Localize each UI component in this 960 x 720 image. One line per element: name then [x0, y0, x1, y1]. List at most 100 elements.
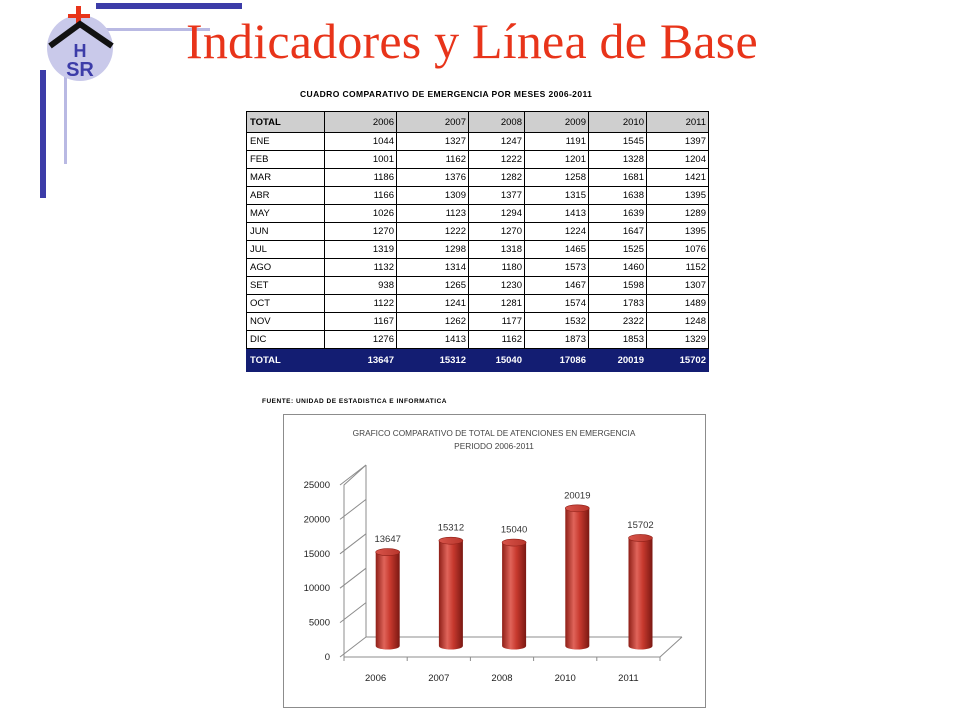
data-label-2010: 20019: [564, 490, 590, 501]
bar-2011: [628, 537, 653, 650]
y-tick-label: 5000: [309, 618, 330, 629]
value-cell: 15702: [646, 348, 709, 372]
value-cell: 1270: [468, 222, 525, 241]
value-cell: 1248: [646, 312, 709, 331]
y-tick-label: 10000: [304, 583, 330, 594]
frame-line-horizontal-light: [100, 28, 210, 31]
table-title: CUADRO COMPARATIVO DE EMERGENCIA POR MES…: [300, 89, 593, 99]
row-label-cell: JUN: [246, 222, 325, 241]
frame-line-vertical: [40, 70, 46, 198]
value-cell: 1532: [524, 312, 589, 331]
value-cell: 1262: [396, 312, 469, 331]
value-cell: 1204: [646, 150, 709, 169]
value-cell: 1489: [646, 294, 709, 313]
value-cell: 1467: [524, 276, 589, 295]
y-tick-label: 15000: [304, 549, 330, 560]
value-cell: 1329: [646, 330, 709, 349]
value-cell: 2322: [588, 312, 647, 331]
value-cell: 1224: [524, 222, 589, 241]
value-cell: 1132: [324, 258, 397, 277]
bar-2010: [565, 508, 590, 650]
row-label-cell: ABR: [246, 186, 325, 205]
value-cell: 1265: [396, 276, 469, 295]
x-tick-label: 2011: [618, 673, 638, 684]
row-label-cell: SET: [246, 276, 325, 295]
value-cell: 1162: [396, 150, 469, 169]
value-cell: 1314: [396, 258, 469, 277]
row-label-cell: MAY: [246, 204, 325, 223]
row-label-cell: DIC: [246, 330, 325, 349]
table-row: FEB 1001 1162 1222 1201 1328 1204: [246, 150, 709, 169]
bar-2007: [438, 540, 463, 650]
value-cell: 1166: [324, 186, 397, 205]
value-cell: 1298: [396, 240, 469, 259]
value-cell: 1315: [524, 186, 589, 205]
table-row: MAY 1026 1123 1294 1413 1639 1289: [246, 204, 709, 223]
table-row: JUN 1270 1222 1270 1224 1647 1395: [246, 222, 709, 241]
y-tick-mark: [339, 636, 367, 658]
row-label-cell: ENE: [246, 132, 325, 151]
value-cell: 1001: [324, 150, 397, 169]
value-cell: 1377: [468, 186, 525, 205]
value-cell: 1247: [468, 132, 525, 151]
bar-top-2011: [628, 534, 653, 542]
value-cell: 1282: [468, 168, 525, 187]
bar-top-2006: [375, 548, 400, 556]
value-cell: 15312: [396, 348, 469, 372]
value-cell: 1309: [396, 186, 469, 205]
value-cell: 1681: [588, 168, 647, 187]
value-cell: 1122: [324, 294, 397, 313]
chart-title: GRAFICO COMPARATIVO DE TOTAL DE ATENCION…: [353, 428, 636, 438]
value-cell: 1574: [524, 294, 589, 313]
table-row: ABR 1166 1309 1377 1315 1638 1395: [246, 186, 709, 205]
value-cell: 2010: [588, 111, 647, 133]
table-row: JUL 1319 1298 1318 1465 1525 1076: [246, 240, 709, 259]
row-label-cell: TOTAL: [246, 111, 325, 133]
value-cell: 1180: [468, 258, 525, 277]
value-cell: 2006: [324, 111, 397, 133]
table-row: OCT 1122 1241 1281 1574 1783 1489: [246, 294, 709, 313]
x-tick-label: 2010: [555, 673, 576, 684]
svg-text:H: H: [74, 41, 87, 61]
y-tick-label: 25000: [304, 480, 330, 491]
value-cell: 1639: [588, 204, 647, 223]
data-label-2011: 15702: [627, 520, 653, 531]
table-row: NOV 1167 1262 1177 1532 2322 1248: [246, 312, 709, 331]
row-label-cell: FEB: [246, 150, 325, 169]
value-cell: 1318: [468, 240, 525, 259]
table-row: DIC 1276 1413 1162 1873 1853 1329: [246, 330, 709, 349]
row-label-cell: OCT: [246, 294, 325, 313]
value-cell: 1230: [468, 276, 525, 295]
table-row: MAR 1186 1376 1282 1258 1681 1421: [246, 168, 709, 187]
value-cell: 1177: [468, 312, 525, 331]
y-tick-mark: [339, 602, 367, 623]
bar-2006: [375, 552, 400, 650]
value-cell: 1460: [588, 258, 647, 277]
bar-chart: GRAFICO COMPARATIVO DE TOTAL DE ATENCION…: [283, 414, 706, 708]
value-cell: 1783: [588, 294, 647, 313]
value-cell: 1222: [468, 150, 525, 169]
value-cell: 2007: [396, 111, 469, 133]
value-cell: 20019: [588, 348, 647, 372]
value-cell: 1376: [396, 168, 469, 187]
bar-top-2008: [501, 538, 527, 547]
data-label-2006: 13647: [374, 534, 400, 545]
value-cell: 1191: [524, 132, 589, 151]
value-cell: 1328: [588, 150, 647, 169]
value-cell: 1307: [646, 276, 709, 295]
value-cell: 1241: [396, 294, 469, 313]
value-cell: 2011: [646, 111, 709, 133]
emergency-table: TOTAL 2006 2007 2008 2009 2010 2011 ENE 1044 1327…: [246, 111, 709, 372]
hospital-logo: H SR: [40, 4, 120, 84]
frame-line-horizontal: [96, 3, 242, 9]
value-cell: 1573: [524, 258, 589, 277]
value-cell: 1545: [588, 132, 647, 151]
value-cell: 1397: [646, 132, 709, 151]
table-row: SET 938 1265 1230 1467 1598 1307: [246, 276, 709, 295]
value-cell: 1167: [324, 312, 397, 331]
row-label-cell: NOV: [246, 312, 325, 331]
row-label-cell: JUL: [246, 240, 325, 259]
frame-line-vertical-light: [64, 40, 67, 164]
value-cell: 1123: [396, 204, 469, 223]
value-cell: 1395: [646, 222, 709, 241]
